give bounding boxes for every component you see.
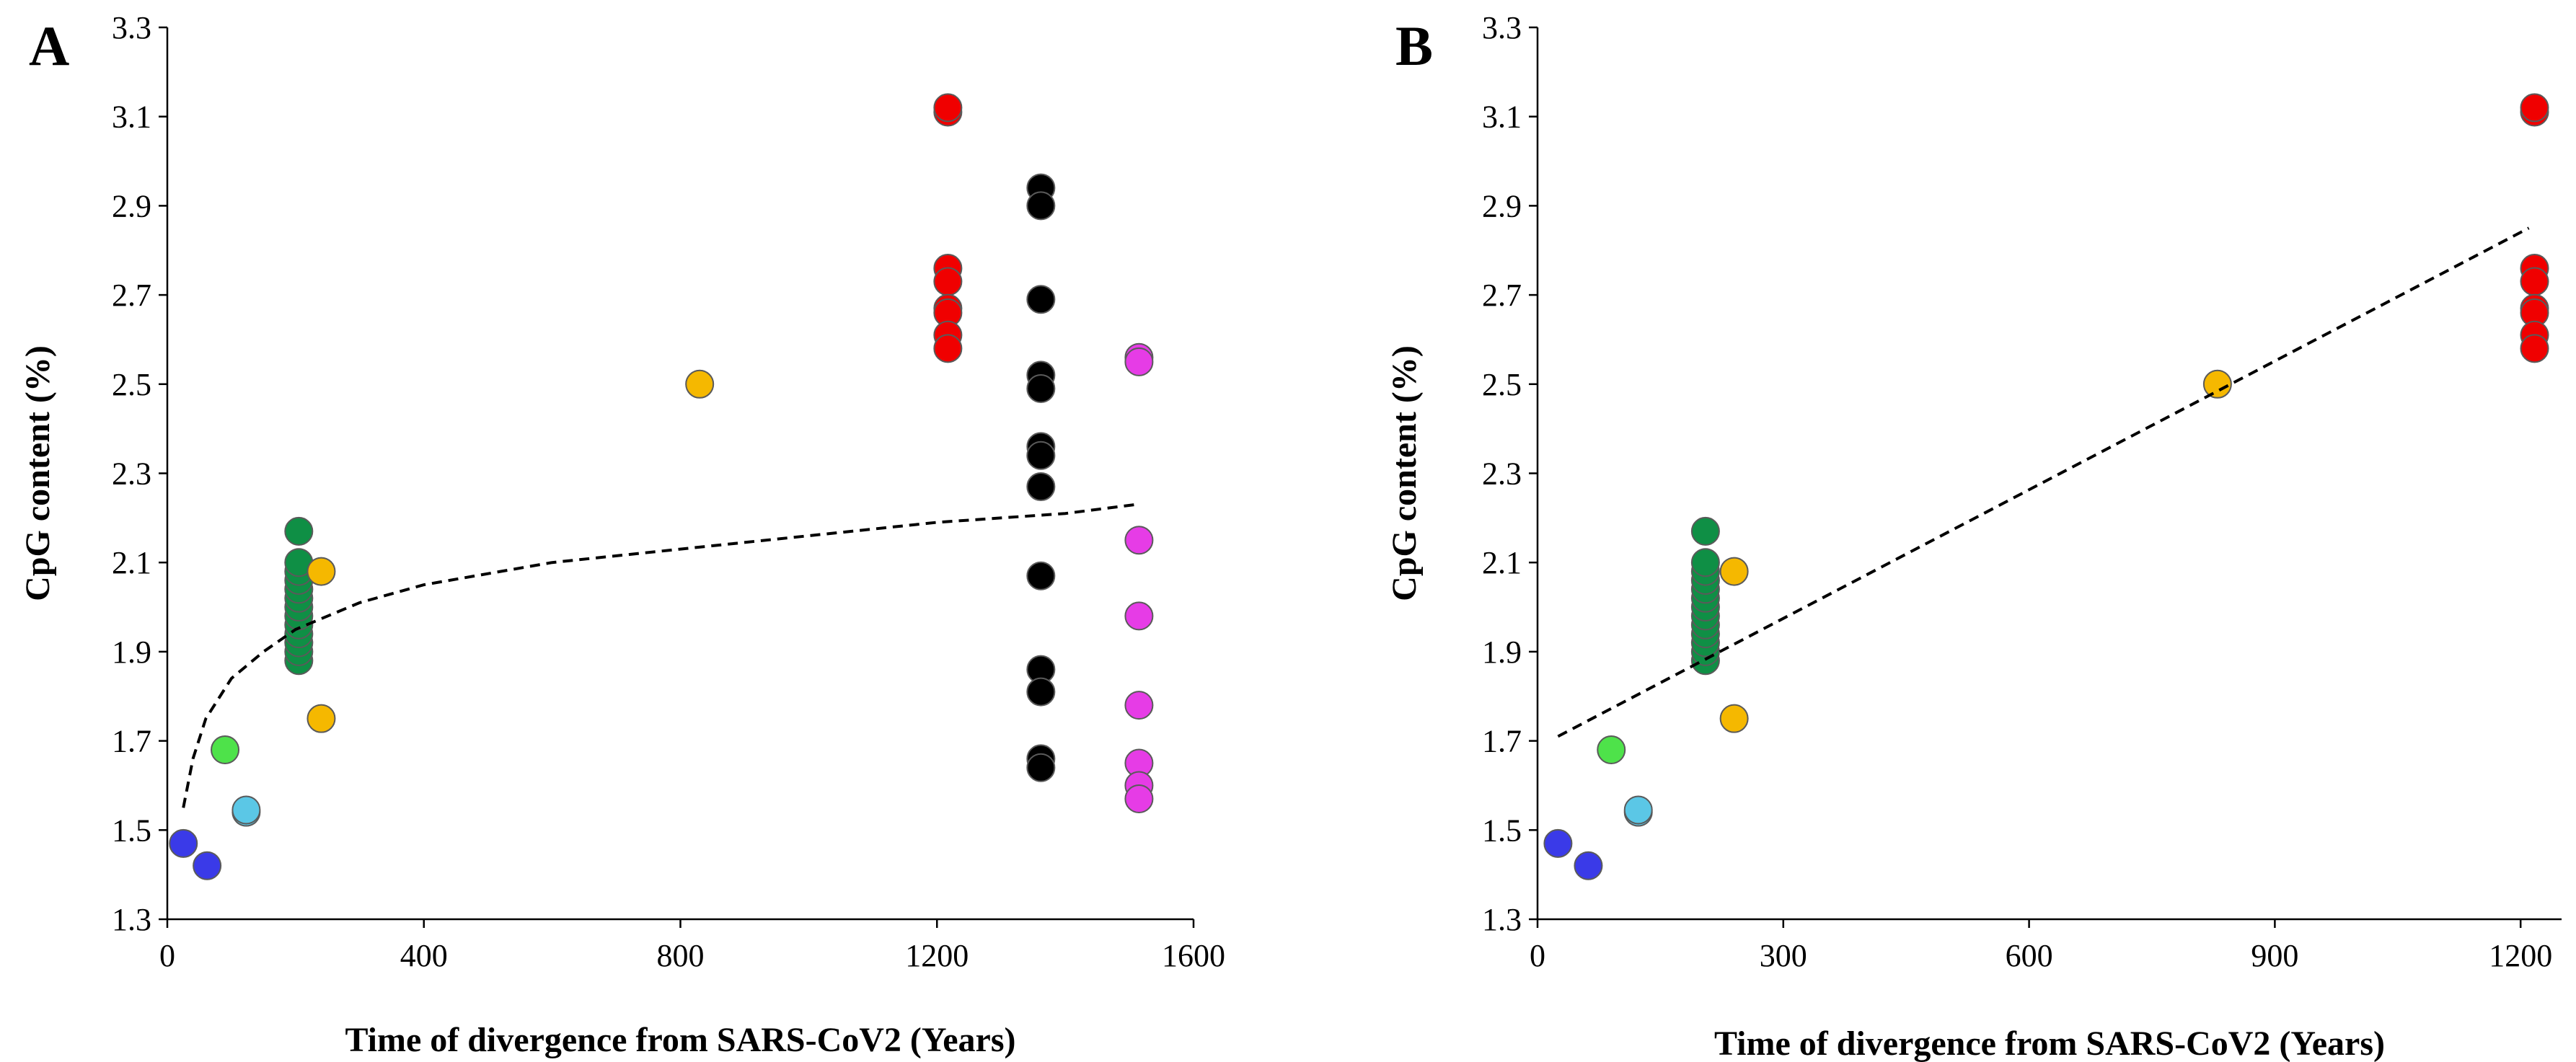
y-tick-label: 1.7 — [1482, 724, 1522, 759]
data-point-blue — [169, 828, 198, 858]
data-point-red — [2520, 93, 2549, 123]
data-point-black — [1026, 441, 1056, 470]
y-tick-label: 1.3 — [112, 902, 151, 937]
y-tick-label: 1.3 — [1482, 902, 1522, 937]
panel-b: B 1.3 1.5 1.7 1.9 2.1 2.3 2.5 2.7 2.9 3.1 3.3 0 300 60… — [1385, 10, 2562, 1062]
y-tick-label: 3.1 — [1482, 99, 1522, 135]
y-tick-label: 2.7 — [112, 278, 151, 313]
y-tick-label: 1.5 — [112, 813, 151, 848]
x-axis-title: Time of divergence from SARS-CoV2 (Years… — [1714, 1025, 2385, 1062]
x-tick-label: 0 — [159, 938, 175, 973]
x-tick-label: 400 — [400, 938, 448, 973]
data-point-dark-green — [1690, 516, 1720, 546]
data-point-black — [1026, 191, 1056, 221]
data-point-orange — [685, 369, 715, 399]
y-axis-title: CpG content (%) — [19, 345, 57, 601]
data-point-black — [1026, 285, 1056, 314]
data-point-blue — [1543, 828, 1573, 858]
data-point-black — [1026, 561, 1056, 590]
trendline — [1557, 226, 2530, 738]
data-point-orange — [1719, 557, 1749, 586]
x-tick-label: 1600 — [1162, 938, 1225, 973]
data-point-blue — [1574, 851, 1603, 880]
x-tick-label: 1200 — [2489, 938, 2552, 973]
data-point-orange — [2202, 369, 2232, 399]
data-point-magenta — [1124, 691, 1154, 720]
y-tick-label: 2.1 — [1482, 545, 1522, 580]
y-tick-label: 3.1 — [112, 99, 151, 135]
y-tick-label: 2.5 — [1482, 367, 1522, 402]
data-point-black — [1026, 677, 1056, 707]
x-tick-label: 1200 — [905, 938, 969, 973]
data-point-orange — [306, 704, 336, 733]
y-tick-label: 2.5 — [112, 367, 151, 402]
data-point-black — [1026, 472, 1056, 502]
data-point-magenta — [1124, 347, 1154, 376]
y-tick-label: 2.3 — [1482, 456, 1522, 492]
data-point-magenta — [1124, 601, 1154, 631]
panel-letter: B — [1395, 14, 1433, 77]
panel-letter: A — [29, 14, 69, 77]
y-tick-label: 3.3 — [1482, 10, 1522, 45]
data-point-blue — [193, 851, 222, 880]
data-point-red — [2520, 267, 2549, 296]
data-point-dark-green — [284, 516, 314, 546]
data-point-cyan — [231, 795, 261, 825]
y-tick-label: 2.3 — [112, 456, 151, 492]
y-tick-label: 2.9 — [1482, 188, 1522, 224]
x-axis-title: Time of divergence from SARS-CoV2 (Years… — [345, 1021, 1015, 1059]
data-point-red — [933, 267, 963, 296]
y-tick-label: 2.9 — [112, 188, 151, 224]
y-tick-label: 2.1 — [112, 545, 151, 580]
y-tick-label: 2.7 — [1482, 278, 1522, 313]
panel-a: A 1.3 1.5 1.7 1.9 2.1 2.3 2.5 2.7 2.9 3.1 3.3 0 400 80… — [19, 10, 1225, 1059]
y-tick-label: 1.7 — [112, 724, 151, 759]
y-tick-label: 1.9 — [112, 634, 151, 670]
data-point-magenta — [1124, 784, 1154, 814]
data-point-red — [933, 334, 963, 363]
y-tick-label: 1.9 — [1482, 634, 1522, 670]
data-point-green — [211, 735, 240, 764]
data-point-red — [933, 93, 963, 123]
trendline — [182, 503, 1137, 808]
y-tick-label: 1.5 — [1482, 813, 1522, 848]
x-tick-label: 600 — [2006, 938, 2053, 973]
x-tick-label: 0 — [1530, 938, 1545, 973]
data-point-dark-green — [1690, 548, 1720, 578]
data-point-green — [1597, 735, 1626, 764]
x-tick-label: 300 — [1760, 938, 1807, 973]
data-point-black — [1026, 373, 1056, 403]
y-tick-label: 3.3 — [112, 10, 151, 45]
data-point-cyan — [1623, 795, 1653, 825]
data-point-orange — [1719, 704, 1749, 733]
y-axis-title: CpG content (%) — [1385, 345, 1424, 601]
x-tick-label: 800 — [657, 938, 705, 973]
data-point-black — [1026, 753, 1056, 782]
data-point-magenta — [1124, 526, 1154, 555]
data-point-orange — [306, 557, 336, 586]
x-tick-label: 900 — [2251, 938, 2298, 973]
data-point-red — [2520, 334, 2549, 363]
